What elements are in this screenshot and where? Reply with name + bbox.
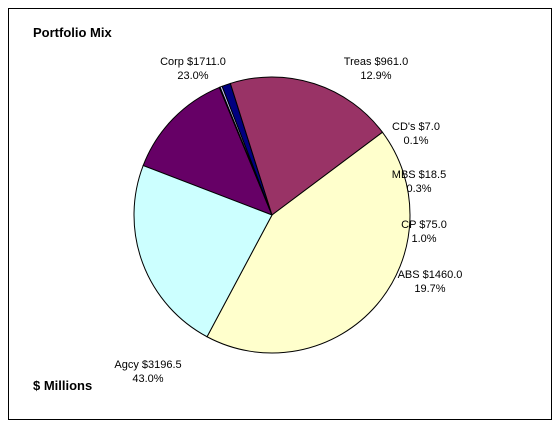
pie-slice-agcy bbox=[206, 131, 411, 354]
slice-label-cp: CP $75.0 bbox=[401, 219, 447, 231]
slice-label-cd-s: CD's $7.0 bbox=[392, 121, 440, 133]
pie-slice-corp bbox=[133, 164, 273, 338]
chart-title: Portfolio Mix bbox=[33, 25, 112, 40]
pie-slices bbox=[133, 76, 411, 354]
slice-label-cp-percent: 1.0% bbox=[411, 233, 436, 245]
slice-label-mbs-percent: 0.3% bbox=[406, 183, 431, 195]
pie-slice-treas bbox=[142, 86, 273, 216]
slice-label-abs-percent: 19.7% bbox=[414, 283, 445, 295]
slice-label-abs: ABS $1460.0 bbox=[398, 269, 463, 281]
units-note: $ Millions bbox=[33, 378, 93, 393]
pie-slice-abs bbox=[229, 76, 384, 216]
slice-label-agcy: Agcy $3196.5 bbox=[114, 359, 181, 371]
slice-labels: Treas $961.0 12.9% CD's $7.0 0.1% MBS $18.5 0… bbox=[114, 56, 462, 385]
slice-label-agcy-percent: 43.0% bbox=[132, 373, 163, 385]
slice-label-treas: Treas $961.0 bbox=[344, 56, 408, 68]
slice-label-treas-percent: 12.9% bbox=[360, 70, 391, 82]
slice-label-mbs: MBS $18.5 bbox=[392, 169, 446, 181]
slice-label-corp-percent: 23.0% bbox=[177, 70, 208, 82]
slice-label-corp: Corp $1711.0 bbox=[160, 56, 226, 68]
slice-label-cd-s-percent: 0.1% bbox=[403, 135, 428, 147]
